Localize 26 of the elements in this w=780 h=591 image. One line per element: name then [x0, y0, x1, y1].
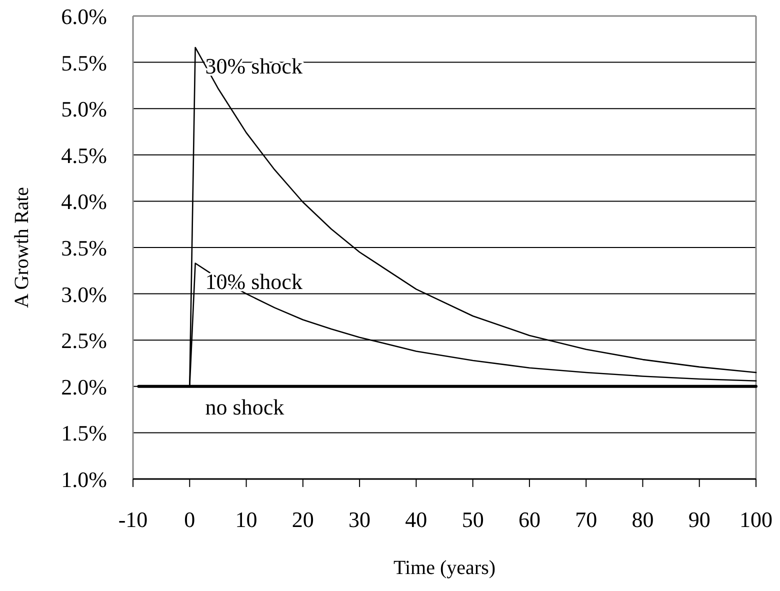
x-tick-label: 50 — [462, 507, 484, 532]
x-tick-label: 0 — [184, 507, 196, 532]
y-tick-label: 6.0% — [61, 4, 107, 29]
y-tick-label: 4.0% — [61, 189, 107, 214]
y-tick-label: 1.0% — [61, 467, 107, 492]
x-tick-label: 20 — [292, 507, 314, 532]
y-tick-label: 4.5% — [61, 142, 107, 168]
y-tick-label: 5.5% — [61, 50, 107, 76]
x-tick-label: 70 — [575, 507, 598, 532]
x-tick-label: -10 — [118, 507, 148, 532]
x-tick-label: 60 — [518, 507, 540, 532]
y-tick-label: 3.0% — [61, 282, 107, 307]
y-tick-label: 1.5% — [61, 420, 107, 446]
y-tick-label: 3.5% — [61, 236, 107, 260]
y-axis-title: A Growth Rate — [11, 186, 33, 308]
x-tick-label: 90 — [688, 507, 710, 532]
y-tick-label: 2.0% — [61, 374, 107, 400]
x-axis-title: Time (years) — [393, 557, 496, 579]
y-tick-label: 2.5% — [61, 328, 107, 354]
x-tick-label: 10 — [235, 507, 258, 532]
x-tick-label: 80 — [632, 507, 654, 532]
x-tick-label: 100 — [740, 507, 772, 532]
series-label: no shock — [205, 394, 284, 420]
x-tick-label: 30 — [348, 507, 371, 532]
y-tick-label: 5.0% — [61, 96, 107, 122]
x-tick-label: 40 — [405, 507, 428, 532]
